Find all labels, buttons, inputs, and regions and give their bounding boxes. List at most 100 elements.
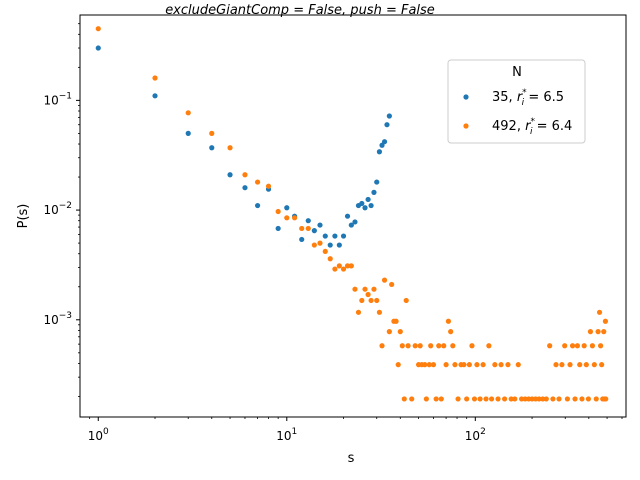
data-point	[518, 396, 525, 402]
data-point	[393, 318, 399, 324]
data-point	[209, 130, 215, 136]
data-point	[371, 286, 377, 292]
data-point	[471, 396, 478, 402]
data-point	[384, 122, 390, 128]
data-point	[501, 396, 508, 402]
data-point	[474, 362, 480, 368]
data-point	[291, 215, 298, 221]
data-point	[441, 343, 447, 349]
data-point	[464, 396, 470, 402]
data-point	[603, 396, 609, 402]
data-point	[585, 396, 592, 402]
data-point	[275, 225, 281, 232]
data-point	[265, 183, 272, 189]
y-tick-label: 10−1	[43, 91, 72, 107]
data-point	[486, 343, 492, 349]
x-tick-label: 100	[88, 427, 109, 443]
data-point	[436, 343, 442, 349]
data-point	[362, 205, 368, 211]
data-point	[336, 263, 342, 269]
data-point	[405, 343, 411, 349]
x-axis-label: s	[348, 451, 355, 466]
data-point	[430, 362, 437, 368]
data-point	[317, 240, 323, 246]
series-1	[95, 45, 392, 248]
data-point	[305, 225, 311, 232]
data-point	[492, 362, 498, 368]
data-point	[505, 362, 511, 368]
data-point	[543, 396, 549, 402]
y-axis: 10−3 10−2 10−1	[43, 23, 80, 397]
data-point	[275, 208, 281, 215]
data-point	[488, 396, 495, 402]
data-point	[209, 145, 215, 151]
data-point	[583, 362, 589, 368]
data-point	[362, 286, 368, 292]
x-axis: 100 101 102	[88, 417, 623, 443]
data-point	[567, 362, 573, 368]
data-point	[547, 343, 553, 349]
x-tick-label: 102	[465, 427, 486, 443]
data-point	[512, 396, 518, 402]
data-point	[589, 343, 596, 349]
data-point	[455, 396, 461, 402]
data-point	[254, 179, 261, 185]
data-point	[598, 343, 604, 349]
data-point	[352, 219, 358, 225]
data-point	[368, 297, 374, 304]
data-point	[564, 396, 571, 402]
data-point	[371, 189, 377, 195]
x-tick-label: 101	[276, 427, 297, 443]
data-point	[355, 309, 362, 315]
data-point	[572, 396, 578, 402]
data-point	[591, 362, 597, 368]
data-point	[344, 263, 351, 269]
legend-title: N	[512, 65, 522, 80]
data-point	[322, 233, 328, 239]
plot-area	[95, 26, 609, 402]
data-point	[348, 263, 354, 269]
data-point	[152, 93, 158, 99]
data-point	[311, 228, 317, 234]
data-point	[376, 309, 383, 315]
data-point	[227, 145, 233, 151]
data-point	[469, 343, 475, 349]
data-point	[461, 362, 467, 368]
data-point	[599, 362, 605, 368]
y-tick-label: 10−2	[43, 201, 72, 217]
data-point	[332, 266, 338, 272]
data-point	[185, 110, 191, 116]
data-point	[477, 396, 483, 402]
data-point	[409, 396, 415, 402]
data-point	[352, 286, 358, 292]
data-point	[595, 329, 601, 335]
data-point	[336, 242, 342, 248]
data-point	[423, 396, 429, 402]
data-point	[397, 329, 403, 335]
legend-label-series-2: 492, r* i = 6.4	[492, 117, 572, 137]
data-point	[581, 343, 587, 349]
data-point	[452, 362, 458, 368]
data-point	[601, 329, 607, 335]
data-point	[574, 343, 581, 349]
data-point	[376, 149, 383, 155]
data-point	[445, 318, 452, 324]
data-point	[379, 343, 385, 349]
data-point	[381, 139, 388, 145]
data-point	[596, 309, 603, 315]
legend-marker-series-2	[463, 123, 469, 129]
data-point	[317, 222, 323, 228]
data-point	[577, 362, 583, 368]
data-point	[386, 113, 392, 119]
data-point	[422, 362, 428, 368]
data-point	[284, 205, 290, 211]
data-point	[374, 179, 380, 185]
data-point	[185, 130, 191, 136]
data-point	[242, 172, 248, 178]
data-point	[359, 200, 365, 207]
data-point	[579, 396, 585, 402]
legend-label-series-1: 35, r* i = 6.5	[492, 88, 564, 108]
data-point	[480, 362, 486, 368]
y-tick-label: 10−3	[43, 311, 72, 327]
